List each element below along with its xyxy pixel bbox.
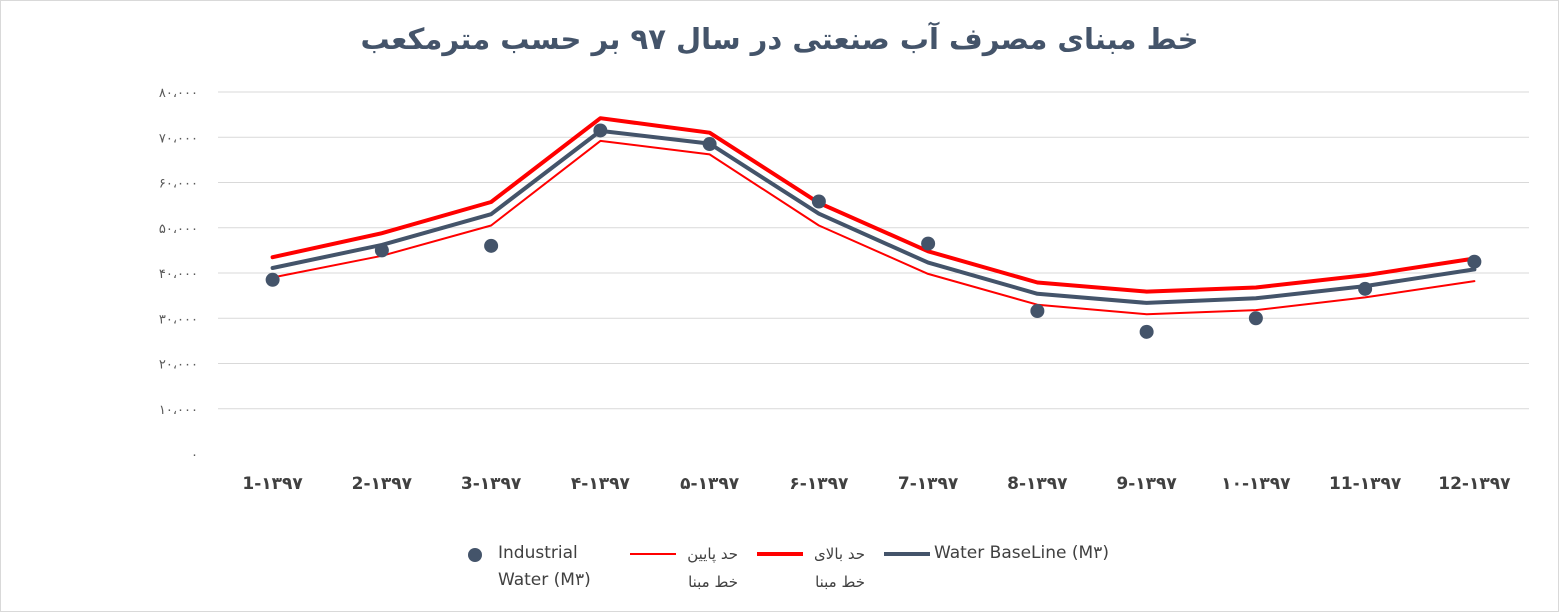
series-1-point: [593, 123, 608, 138]
x-tick-label: ۵-۱۳۹۷: [680, 474, 740, 494]
legend-marker-thick-red-line: [757, 552, 803, 556]
y-tick-label: ۶۰،۰۰۰: [159, 177, 198, 192]
y-tick-label: ۳۰،۰۰۰: [159, 312, 198, 327]
x-tick-label: 11-۱۳۹۷: [1329, 474, 1402, 494]
series-1-point: [265, 272, 280, 287]
series-3-line: [270, 116, 1477, 294]
series-1-point: [1358, 281, 1373, 296]
y-tick-label: ۸۰،۰۰۰: [159, 86, 198, 101]
y-tick-label: ۰: [191, 448, 198, 463]
x-tick-label: ۱۰-۱۳۹۷: [1221, 474, 1291, 494]
chart-title: خط مبنای مصرف آب صنعتی در سال ۹۷ بر حسب …: [360, 22, 1199, 56]
y-tick-label: ۲۰،۰۰۰: [159, 358, 198, 373]
x-tick-label: ۴-۱۳۹۷: [571, 474, 631, 494]
series-1-point: [811, 194, 826, 209]
series-4-line: [270, 128, 1477, 305]
legend-label-upper-limit: حد بالای خط مبنا: [814, 545, 865, 591]
series-2-line: [271, 139, 1476, 316]
legend-item-industrial-water: Industrial Water (M۳): [460, 540, 610, 594]
series-1-point: [374, 243, 389, 258]
y-axis-ticks: ۰ ۱۰،۰۰۰ ۲۰،۰۰۰ ۳۰،۰۰۰ ۴۰،۰۰۰ ۵۰،۰۰۰ ۶۰،۰۰۰ ۷۰،…: [159, 86, 198, 463]
x-tick-label: 9-۱۳۹۷: [1116, 474, 1177, 494]
x-axis-ticks: 1-۱۳۹۷ 2-۱۳۹۷ 3-۱۳۹۷ ۴-۱۳۹۷ ۵-۱۳۹۷ ۶-۱۳۹۷ 7-۱۳…: [242, 474, 1511, 494]
x-tick-label: ۶-۱۳۹۷: [789, 474, 849, 494]
series-1-point: [702, 137, 717, 152]
legend-item-lower-limit: حد پایین خط مبنا: [628, 540, 738, 596]
x-tick-label: 3-۱۳۹۷: [461, 474, 522, 494]
y-tick-label: ۷۰،۰۰۰: [159, 131, 198, 146]
legend-marker-thin-red-line: [630, 553, 676, 555]
series-1-point: [1139, 324, 1154, 339]
legend-label-lower-limit: حد پایین خط مبنا: [687, 545, 738, 591]
x-tick-label: 7-۱۳۹۷: [898, 474, 959, 494]
series-1-point: [1248, 311, 1263, 326]
legend-item-baseline: Water BaseLine (M۳): [882, 540, 1122, 568]
series-1-point: [1467, 254, 1482, 269]
legend: Industrial Water (M۳) حد پایین خط مبنا ح…: [460, 540, 1140, 606]
y-tick-label: ۱۰،۰۰۰: [159, 403, 198, 418]
legend-label-baseline: Water BaseLine (M۳): [934, 543, 1109, 563]
series-1-point: [1030, 304, 1045, 319]
y-tick-label: ۵۰،۰۰۰: [159, 222, 198, 237]
legend-label-industrial-water: Industrial Water (M۳): [498, 543, 591, 590]
series-layer: [265, 116, 1482, 339]
x-tick-label: 2-۱۳۹۷: [352, 474, 413, 494]
series-1-point: [484, 238, 499, 253]
y-tick-label: ۴۰،۰۰۰: [159, 267, 198, 282]
x-tick-label: 1-۱۳۹۷: [242, 474, 303, 494]
legend-marker-dot: [468, 548, 482, 562]
x-tick-label: 8-۱۳۹۷: [1007, 474, 1068, 494]
legend-item-upper-limit: حد بالای خط مبنا: [755, 540, 865, 596]
legend-marker-baseline-line: [884, 552, 930, 556]
x-tick-label: 12-۱۳۹۷: [1438, 474, 1511, 494]
series-1-point: [921, 236, 936, 251]
